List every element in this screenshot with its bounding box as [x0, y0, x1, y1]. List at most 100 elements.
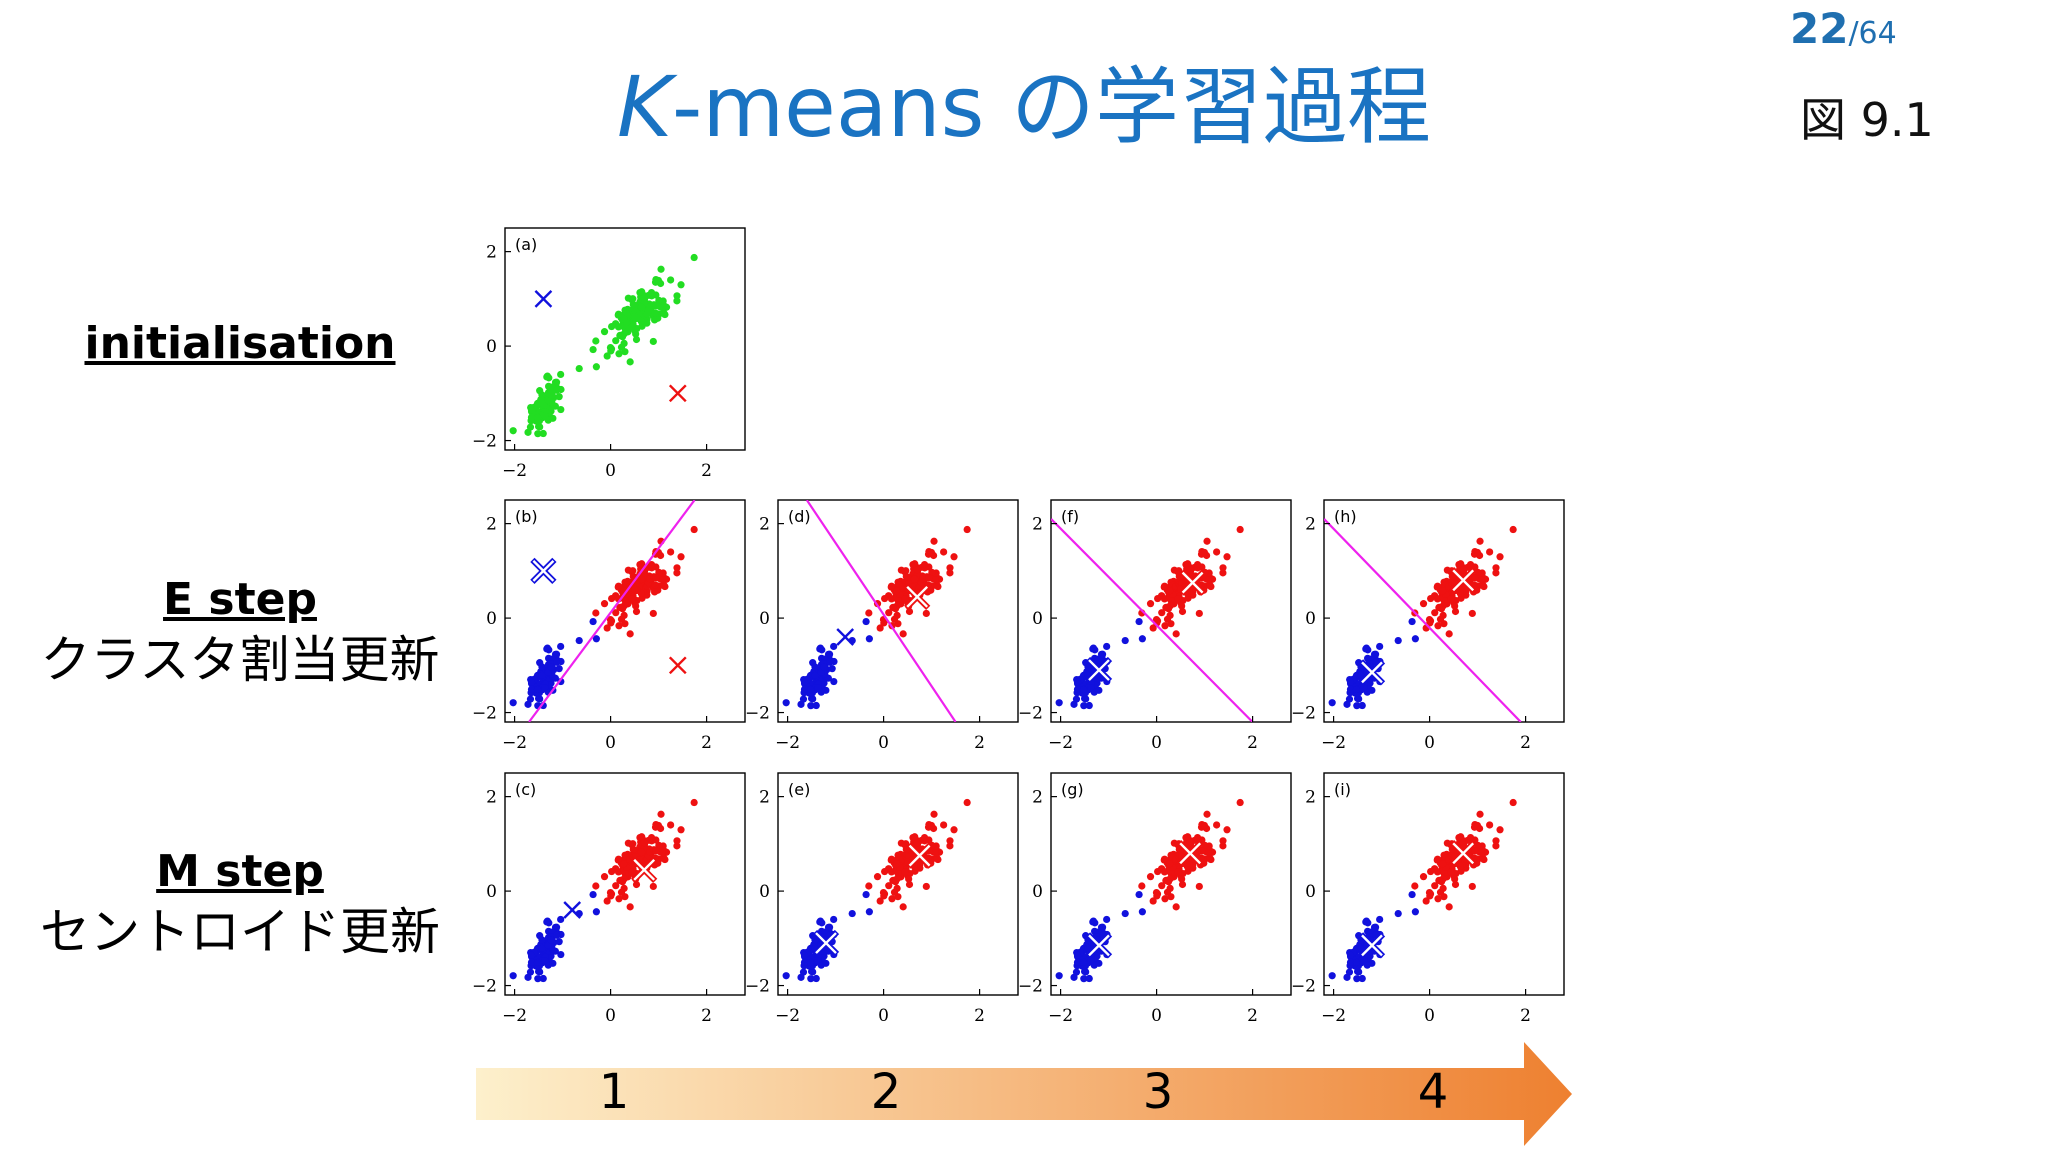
data-point	[905, 607, 914, 616]
data-point	[632, 602, 640, 610]
data-point	[800, 678, 809, 687]
data-point	[555, 393, 563, 401]
data-point	[651, 581, 659, 589]
data-point	[533, 958, 542, 967]
data-point	[1146, 600, 1155, 608]
data-point	[881, 594, 889, 603]
data-point	[649, 609, 657, 618]
data-point	[812, 974, 820, 983]
data-point	[1160, 855, 1169, 863]
data-point	[1343, 973, 1351, 981]
data-point	[1476, 537, 1484, 545]
data-point	[536, 968, 544, 976]
data-point	[543, 372, 552, 380]
data-point	[607, 892, 615, 900]
data-point	[557, 950, 565, 959]
data-point	[800, 958, 809, 966]
data-point	[654, 276, 663, 285]
data-point	[1163, 888, 1172, 896]
data-point	[632, 330, 640, 338]
data-point	[820, 663, 828, 671]
data-point	[1158, 882, 1166, 890]
data-point	[655, 841, 663, 849]
data-point	[1376, 642, 1384, 651]
y-tick-label: 2	[759, 515, 770, 535]
data-point	[928, 568, 936, 576]
data-point	[1468, 609, 1476, 618]
x-tick-label: 2	[1520, 1006, 1531, 1026]
data-point	[612, 609, 620, 617]
data-point	[1457, 560, 1465, 568]
data-point	[809, 968, 817, 976]
data-point	[1431, 609, 1439, 617]
decision-boundary	[1051, 518, 1254, 722]
data-point	[1492, 842, 1500, 850]
data-point	[911, 833, 919, 841]
data-point	[1433, 868, 1442, 876]
x-tick-label: 0	[605, 461, 616, 481]
data-point	[1352, 685, 1361, 694]
data-point	[640, 294, 648, 302]
data-point	[608, 594, 616, 603]
data-point	[901, 868, 909, 876]
data-point	[524, 973, 532, 981]
data-point	[1172, 903, 1180, 911]
data-point	[612, 882, 620, 890]
data-point	[880, 619, 888, 627]
data-point	[1328, 972, 1336, 980]
data-point	[1158, 609, 1166, 617]
y-tick-label: 2	[1305, 788, 1316, 808]
title-k: K	[616, 58, 673, 156]
data-point	[890, 615, 899, 623]
data-point	[1203, 537, 1211, 545]
data-point	[1476, 810, 1484, 818]
data-point	[1376, 915, 1384, 924]
data-point	[1089, 917, 1098, 925]
panel-label: (f)	[1061, 507, 1079, 526]
x-tick-label: 0	[878, 733, 889, 753]
centroid-marker	[563, 901, 582, 919]
data-point	[1362, 917, 1371, 925]
data-point	[589, 345, 597, 354]
data-point	[1098, 923, 1107, 931]
data-point	[876, 624, 884, 632]
data-point	[1438, 860, 1447, 868]
data-point	[552, 923, 561, 931]
data-point	[600, 873, 609, 881]
data-point	[946, 842, 954, 850]
data-point	[887, 855, 896, 863]
data-point	[603, 897, 611, 905]
panel-d: (d) −2 0 2 2 0 −2	[745, 499, 1019, 753]
data-point	[811, 671, 819, 680]
y-tick-label: −2	[1018, 704, 1043, 724]
y-tick-label: −2	[745, 977, 770, 997]
centroid-marker	[1085, 932, 1113, 959]
data-point	[600, 600, 609, 608]
data-point	[655, 568, 663, 576]
data-point	[538, 663, 546, 671]
data-point	[1095, 959, 1103, 967]
y-tick-label: 2	[486, 243, 497, 263]
data-point	[889, 603, 897, 612]
data-point	[626, 903, 634, 911]
data-point	[940, 821, 948, 829]
data-point	[830, 915, 838, 924]
data-point	[816, 917, 825, 925]
data-point	[1098, 650, 1107, 658]
data-point	[1079, 685, 1088, 694]
data-point	[1368, 686, 1376, 694]
centroid-marker	[668, 656, 687, 675]
data-point	[1436, 888, 1445, 896]
data-point	[616, 603, 624, 612]
data-point	[812, 701, 820, 710]
data-point	[1486, 821, 1494, 829]
data-point	[946, 837, 954, 845]
data-point	[690, 253, 698, 262]
data-point	[1153, 892, 1161, 900]
data-point	[963, 525, 971, 534]
data-point	[592, 882, 600, 890]
data-point	[1346, 958, 1355, 966]
data-point	[940, 548, 948, 556]
data-point	[650, 588, 659, 596]
y-tick-label: 2	[1032, 515, 1043, 535]
